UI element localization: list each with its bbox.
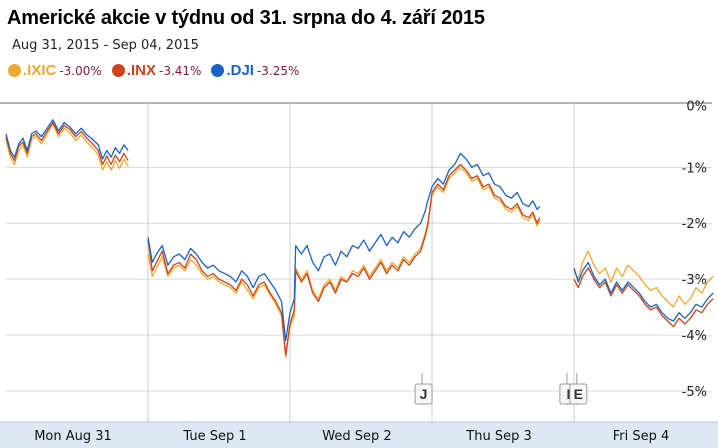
x-tick-label: Tue Sep 1	[182, 429, 246, 444]
legend-dot-inx	[111, 64, 125, 77]
legend-item-inx[interactable]: .INX -3.41%	[111, 62, 202, 79]
series-line-dji	[5, 119, 714, 342]
y-tick-label: -3%	[682, 273, 707, 288]
x-tick-label: Thu Sep 3	[465, 429, 531, 444]
series-line-inx	[5, 121, 714, 356]
event-marker-label: I	[566, 386, 570, 402]
event-marker-box	[414, 383, 433, 405]
legend-item-dji[interactable]: .DJI -3.25%	[211, 62, 299, 79]
event-marker-box	[569, 383, 588, 405]
legend-change-ixic: -3.00%	[59, 63, 102, 78]
legend-dot-dji	[211, 64, 225, 77]
x-axis-band	[0, 422, 718, 448]
legend-change-inx: -3.41%	[158, 63, 202, 78]
x-tick-label: Wed Sep 2	[322, 429, 391, 444]
event-marker-label: J	[420, 386, 428, 402]
legend-change-dji: -3.25%	[256, 63, 300, 78]
legend-item-ixic[interactable]: .IXIC -3.00%	[8, 62, 102, 79]
legend: .IXIC -3.00% .INX -3.41% .DJI -3.25%	[8, 62, 309, 79]
y-tick-label: -4%	[682, 329, 707, 344]
legend-symbol-inx: .INX	[126, 62, 156, 79]
x-tick-label: Mon Aug 31	[34, 429, 112, 444]
y-tick-label: -1%	[682, 161, 707, 176]
chart-title: Americké akcie v týdnu od 31. srpna do 4…	[7, 7, 485, 29]
y-tick-label: 0%	[686, 99, 707, 114]
y-tick-label: -5%	[682, 385, 707, 400]
date-range: Aug 31, 2015 - Sep 04, 2015	[12, 38, 199, 53]
series-line-ixic	[5, 123, 714, 359]
legend-dot-ixic	[8, 64, 21, 77]
y-tick-label: -2%	[682, 217, 707, 232]
event-marker-label: E	[574, 386, 583, 402]
legend-symbol-dji: .DJI	[226, 62, 254, 79]
x-tick-label: Fri Sep 4	[613, 429, 670, 444]
legend-symbol-ixic: .IXIC	[23, 62, 57, 79]
